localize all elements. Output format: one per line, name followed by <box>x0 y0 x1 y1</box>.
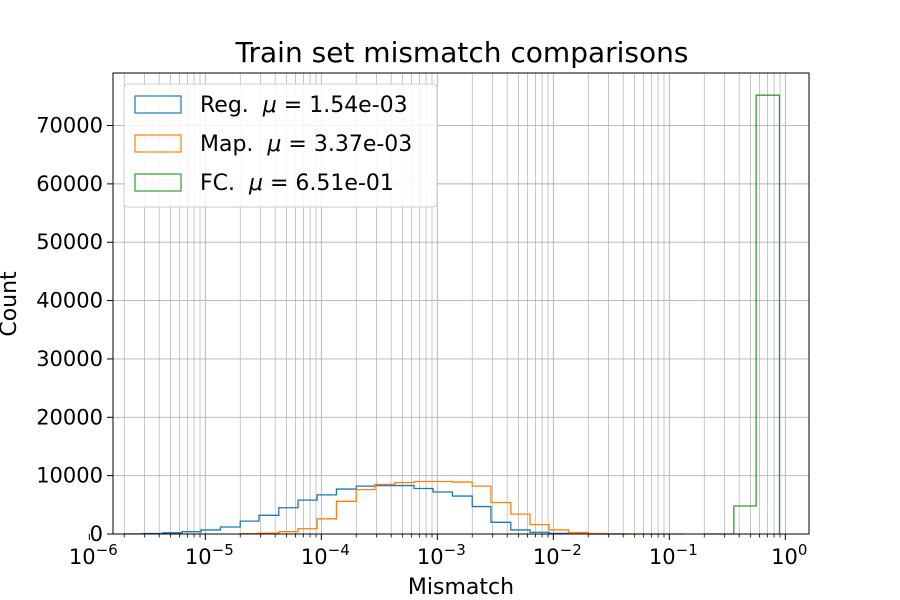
x-axis-label: Mismatch <box>408 575 514 600</box>
legend-entry-fc: FC. μ = 6.51e-01 <box>134 171 394 196</box>
x-axis-ticks: 10−6 10−5 10−4 10−3 10−2 10−1 100 <box>69 534 807 569</box>
legend-entry-reg: Reg. μ = 1.54e-03 <box>134 93 408 118</box>
legend: Reg. μ = 1.54e-03 Map. μ = 3.37e-03 FC. … <box>123 83 438 208</box>
y-tick-label: 0 <box>90 522 103 546</box>
legend-label-fc: FC. μ = 6.51e-01 <box>200 171 394 196</box>
x-tick-label: 10−4 <box>301 541 350 569</box>
legend-entry-map: Map. μ = 3.37e-03 <box>134 132 412 157</box>
plot-area-frame <box>112 72 810 535</box>
y-tick-label: 20000 <box>36 405 103 429</box>
y-axis-ticks: 0 10000 20000 30000 40000 50000 60000 70000 <box>36 114 113 546</box>
x-tick-label: 10−5 <box>185 541 234 569</box>
x-tick-label: 100 <box>771 541 807 569</box>
y-tick-label: 30000 <box>36 347 103 371</box>
y-tick-label: 10000 <box>36 464 103 488</box>
y-tick-label: 40000 <box>36 289 103 313</box>
legend-label-reg: Reg. μ = 1.54e-03 <box>200 93 408 118</box>
legend-frame <box>123 83 438 208</box>
y-tick-label: 60000 <box>36 172 103 196</box>
x-tick-label: 10−1 <box>649 541 698 569</box>
histogram-series-reg <box>123 484 627 535</box>
legend-label-map: Map. μ = 3.37e-03 <box>200 132 412 157</box>
y-tick-label: 50000 <box>36 230 103 254</box>
x-tick-label: 10−6 <box>69 541 118 569</box>
legend-swatch-fc <box>134 173 182 192</box>
chart-title: Train set mismatch comparisons <box>235 36 689 69</box>
x-tick-label: 10−2 <box>533 541 582 569</box>
legend-swatch-map <box>134 134 182 153</box>
legend-swatch-reg <box>134 95 182 114</box>
x-tick-label: 10−3 <box>417 541 466 569</box>
y-axis-label: Count <box>0 271 22 337</box>
y-tick-label: 70000 <box>36 114 103 138</box>
